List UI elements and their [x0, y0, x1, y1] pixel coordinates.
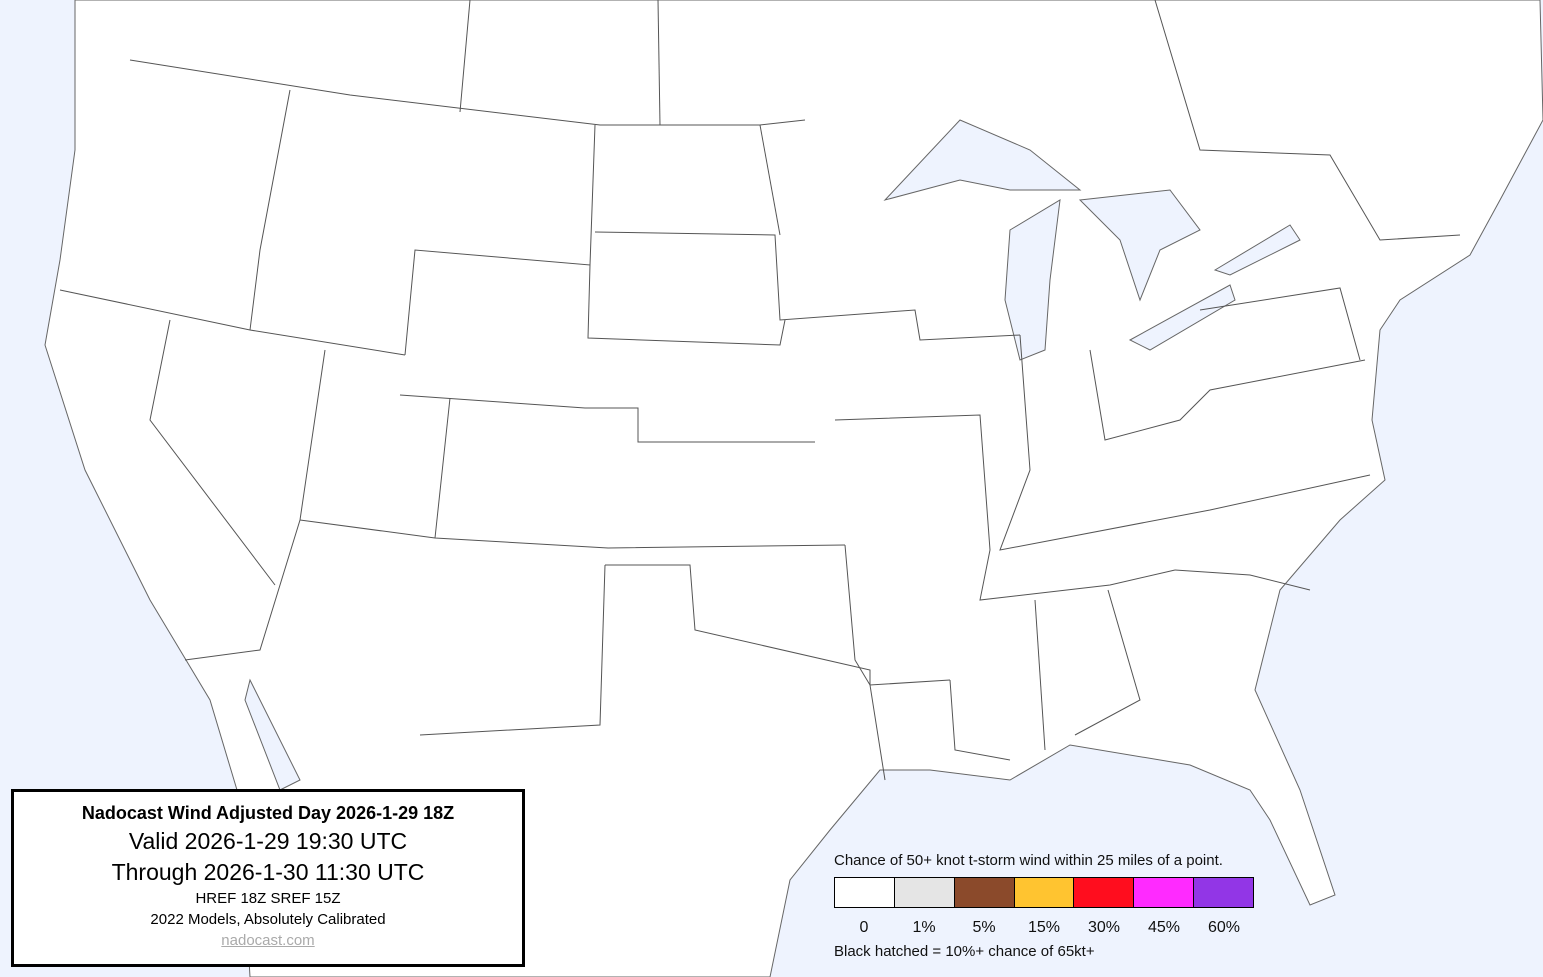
legend-tick-label: 45% — [1147, 919, 1181, 936]
model-runs: HREF 18Z SREF 15Z — [195, 890, 341, 907]
legend-tick-label: 30% — [1087, 919, 1121, 936]
legend-swatch — [1194, 878, 1254, 907]
calibration-note: 2022 Models, Absolutely Calibrated — [150, 911, 386, 928]
legend-tick-label: 15% — [1027, 919, 1061, 936]
probability-legend: Chance of 50+ knot t-storm wind within 2… — [834, 852, 1274, 960]
legend-tick-label: 60% — [1207, 919, 1241, 936]
legend-swatch — [954, 878, 1015, 907]
legend-color-bar — [834, 877, 1254, 908]
legend-swatch — [1134, 878, 1195, 907]
legend-footnote: Black hatched = 10%+ chance of 65kt+ — [834, 943, 1095, 960]
legend-swatch — [835, 878, 895, 907]
legend-tick-label: 0 — [859, 919, 869, 936]
great-lakes — [244, 119, 1301, 791]
forecast-info-box: Nadocast Wind Adjusted Day 2026-1-29 18Z… — [11, 789, 525, 967]
legend-ticks: 0 1% 5% 15% 30% 45% 60% — [834, 919, 1254, 937]
valid-time: Valid 2026-1-29 19:30 UTC — [128, 828, 408, 854]
legend-tick-label: 5% — [972, 919, 996, 936]
legend-tick-label: 1% — [912, 919, 936, 936]
state-borders — [59, 0, 1461, 781]
forecast-title: Nadocast Wind Adjusted Day 2026-1-29 18Z — [81, 803, 455, 823]
legend-title: Chance of 50+ knot t-storm wind within 2… — [834, 852, 1223, 869]
nadocast-link[interactable]: nadocast.com — [221, 932, 315, 949]
legend-swatch — [1074, 878, 1135, 907]
legend-swatch — [1014, 878, 1075, 907]
through-time: Through 2026-1-30 11:30 UTC — [111, 859, 425, 885]
legend-swatch — [894, 878, 955, 907]
